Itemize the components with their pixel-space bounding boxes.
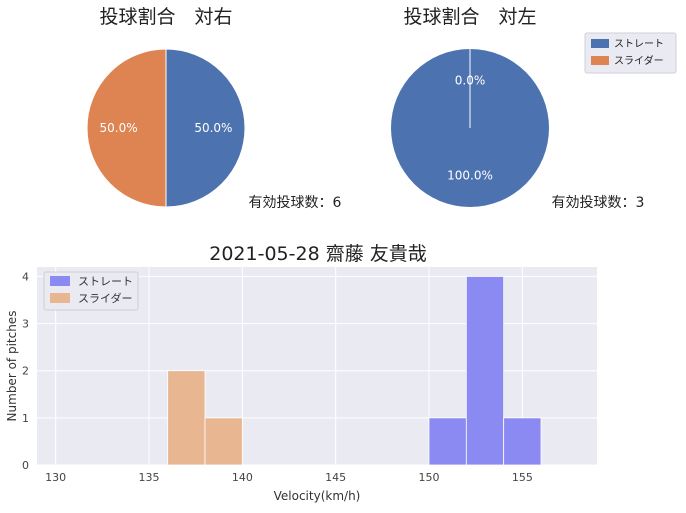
y-tick-label: 1 [22, 412, 29, 425]
histogram-title: 2021-05-28 齋藤 友貴哉 [209, 243, 427, 265]
y-tick-label: 2 [22, 365, 29, 378]
histogram-bar-straight [428, 417, 467, 466]
y-axis-label: Number of pitches [5, 311, 19, 422]
pie-right-count-note: 有効投球数：6 [249, 195, 342, 211]
y-tick-label: 0 [22, 459, 29, 472]
pie-legend-label-straight: ストレート [614, 39, 664, 50]
x-tick-label: 140 [232, 471, 253, 484]
pie-label-straight: 100.0% [447, 168, 493, 182]
histogram-legend-label-straight: ストレート [78, 275, 133, 288]
x-tick-label: 155 [512, 471, 533, 484]
histogram-bar-slider [204, 417, 243, 466]
x-axis-label: Velocity(km/h) [274, 489, 361, 503]
pie-left-title: 投球割合 対左 [403, 6, 536, 28]
pie-legend-label-slider: スライダー [614, 54, 664, 67]
pie-legend-swatch-slider [591, 56, 609, 65]
pie-chart-right: 投球割合 対右 50.0% 50.0% 有効投球数：6 [86, 6, 342, 211]
histogram-bar-straight [503, 417, 542, 466]
x-tick-label: 150 [419, 471, 440, 484]
pie-legend: ストレート スライダー [584, 32, 677, 74]
pie-right-title: 投球割合 対右 [99, 6, 232, 28]
x-tick-label: 135 [139, 471, 160, 484]
pie-slice-straight [165, 48, 246, 208]
pie-legend-swatch-straight [591, 39, 609, 48]
x-tick-label: 145 [325, 471, 346, 484]
velocity-histogram: 2021-05-28 齋藤 友貴哉 130 135 140 145 150 155 0 1 2… [5, 243, 597, 503]
pie-label-slider: 0.0% [455, 74, 486, 88]
x-tick-label: 130 [45, 471, 66, 484]
histogram-legend-label-slider: スライダー [78, 291, 133, 305]
y-tick-label: 4 [22, 270, 29, 283]
pie-label-slider: 50.0% [100, 121, 138, 135]
pie-left-count-note: 有効投球数：3 [552, 195, 645, 211]
histogram-bar-slider [167, 370, 206, 466]
pie-label-straight: 50.0% [194, 121, 232, 135]
histogram-legend: ストレート スライダー [43, 271, 139, 311]
pie-chart-left: 投球割合 対左 100.0% 0.0% 有効投球数：3 [391, 6, 644, 211]
histogram-bar-straight [465, 276, 505, 466]
pie-slice-slider [86, 48, 167, 208]
y-tick-label: 3 [22, 318, 29, 331]
histogram-legend-swatch-straight [50, 276, 70, 286]
histogram-legend-swatch-slider [50, 293, 70, 303]
